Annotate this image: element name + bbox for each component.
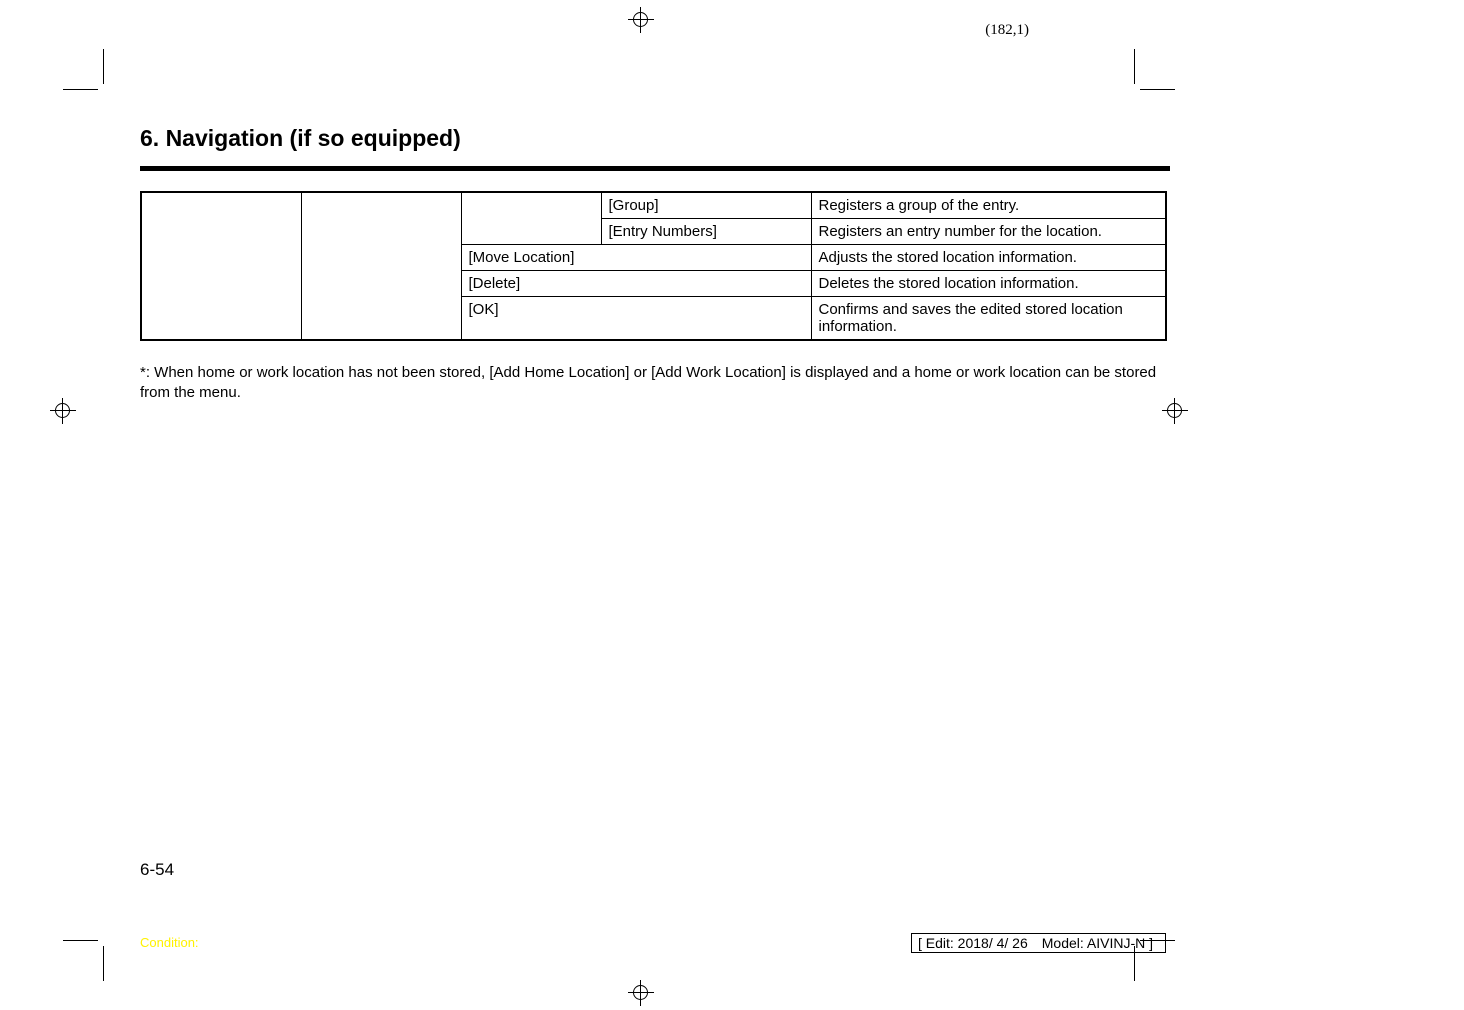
table-cell: [Move Location] bbox=[461, 245, 811, 271]
table-cell: [OK] bbox=[461, 297, 811, 341]
crop-mark bbox=[103, 946, 104, 981]
table-cell: [Group] bbox=[601, 192, 811, 219]
table-cell: Confirms and saves the edited stored loc… bbox=[811, 297, 1166, 341]
table-footnote: *: When home or work location has not be… bbox=[140, 363, 1165, 404]
section-heading: 6. Navigation (if so equipped) bbox=[140, 125, 1170, 152]
reg-mark-bottom bbox=[628, 980, 654, 1006]
crop-mark bbox=[1134, 49, 1135, 84]
crop-mark bbox=[63, 940, 98, 941]
page-content: 6. Navigation (if so equipped) [Group] R… bbox=[140, 125, 1170, 404]
table-cell: [Entry Numbers] bbox=[601, 219, 811, 245]
table-cell: Registers an entry number for the locati… bbox=[811, 219, 1166, 245]
reg-mark-top bbox=[628, 7, 654, 33]
table-cell-blank bbox=[301, 192, 461, 340]
table-cell-blank bbox=[141, 192, 301, 340]
crop-mark bbox=[63, 89, 98, 90]
condition-label: Condition: bbox=[140, 935, 199, 950]
table-cell: Registers a group of the entry. bbox=[811, 192, 1166, 219]
table-cell: [Delete] bbox=[461, 271, 811, 297]
crop-mark bbox=[103, 49, 104, 84]
table-cell: Adjusts the stored location information. bbox=[811, 245, 1166, 271]
crop-mark bbox=[1140, 89, 1175, 90]
table-cell-blank bbox=[461, 192, 601, 245]
reg-mark-left bbox=[50, 398, 76, 424]
table-cell: Deletes the stored location information. bbox=[811, 271, 1166, 297]
options-table: [Group] Registers a group of the entry. … bbox=[140, 191, 1167, 341]
section-rule bbox=[140, 166, 1170, 171]
page-coordinate: (182,1) bbox=[985, 22, 1029, 39]
page-number: 6-54 bbox=[140, 860, 174, 880]
edit-info-box: [ Edit: 2018/ 4/ 26 Model: AIVINJ-N ] bbox=[911, 933, 1166, 953]
